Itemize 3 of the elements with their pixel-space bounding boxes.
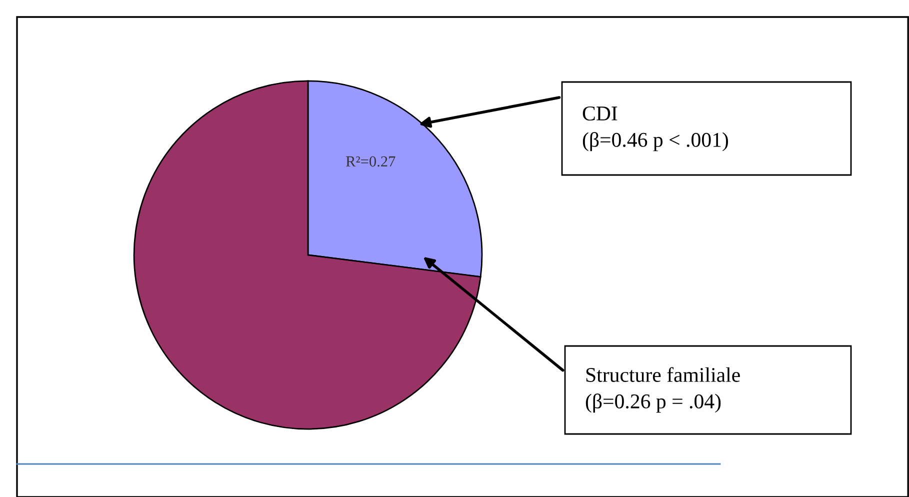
- text: R²=0.27: [346, 156, 396, 167]
- text: CDI (β=0.46 p < .001): [582, 106, 728, 152]
- text: Structure familiale (β=0.26 p = .04): [586, 367, 740, 413]
